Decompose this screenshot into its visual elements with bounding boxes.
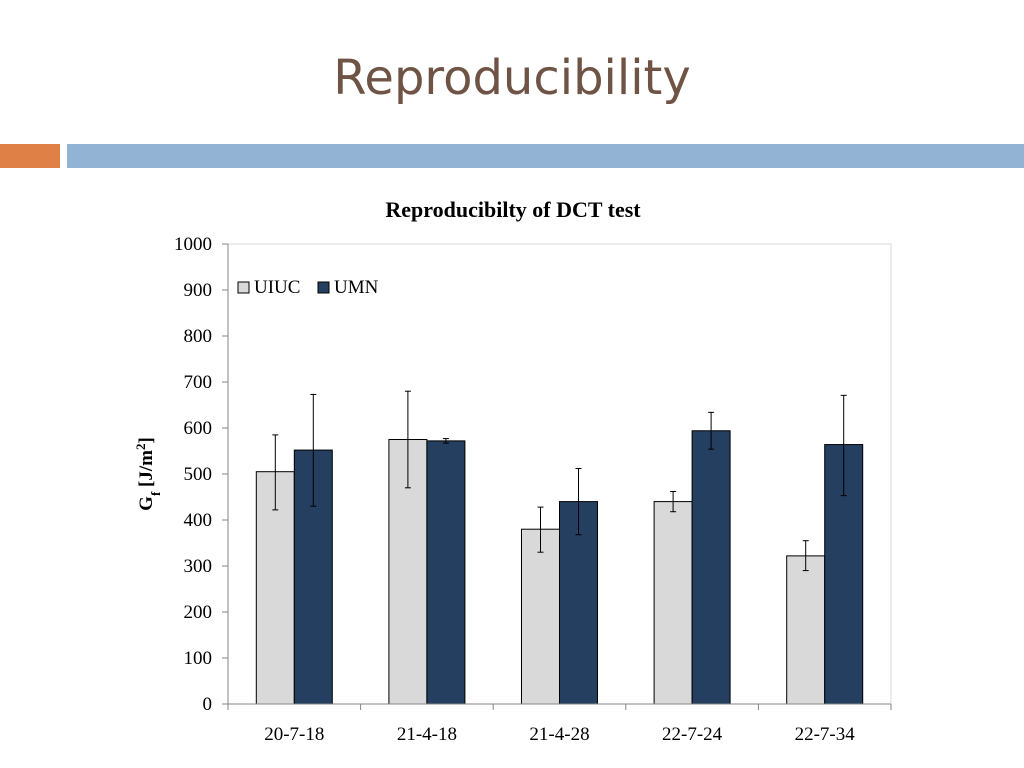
- bar: [653, 501, 693, 705]
- y-axis-label-main: G: [136, 496, 157, 511]
- y-tick-label: 600: [184, 418, 213, 439]
- bar: [786, 555, 826, 705]
- accent-bar-blue: [67, 144, 1024, 168]
- x-tick-label: 20-7-18: [264, 724, 324, 745]
- y-tick-label: 300: [184, 556, 213, 577]
- y-tick-label: 200: [184, 602, 213, 623]
- chart-title: Reproducibilty of DCT test: [385, 197, 641, 222]
- y-tick-label: 700: [184, 372, 213, 393]
- x-tick-label: 21-4-18: [397, 724, 457, 745]
- legend-label: UMN: [334, 277, 379, 298]
- y-tick-label: 0: [203, 694, 213, 715]
- y-axis-label: Gf [J/m2]: [133, 437, 163, 511]
- legend-label: UIUC: [254, 277, 300, 298]
- bar: [426, 440, 466, 705]
- y-tick-label: 400: [184, 510, 213, 531]
- x-tick-label: 22-7-24: [662, 724, 723, 745]
- y-tick-label: 800: [184, 326, 213, 347]
- y-axis-label-sup: 2: [133, 444, 148, 451]
- bars-group: [255, 390, 864, 705]
- accent-bar-orange: [0, 144, 60, 168]
- legend-swatch: [317, 281, 330, 294]
- bar: [559, 501, 598, 705]
- y-axis-label-end: ]: [136, 437, 157, 443]
- y-axis-label-rest: [J/m: [136, 450, 157, 492]
- bar: [521, 528, 560, 705]
- x-tick-label: 22-7-34: [795, 724, 856, 745]
- bar: [691, 430, 731, 705]
- y-axis-ticks: 0 100 200 300 400 500 600 700 800 900 1000: [174, 234, 229, 715]
- x-tick-label: 21-4-28: [529, 724, 589, 745]
- legend-swatch: [237, 281, 250, 294]
- y-tick-label: 500: [184, 464, 213, 485]
- y-tick-label: 900: [184, 280, 213, 301]
- x-axis-ticks: 20-7-18 21-4-18 21-4-28 22-7-24 22-7-34: [227, 703, 892, 745]
- y-tick-label: 1000: [174, 234, 212, 255]
- slide-title: Reproducibility: [333, 50, 691, 106]
- y-tick-label: 100: [184, 648, 213, 669]
- bar: [255, 471, 295, 705]
- y-axis-label-sub: f: [148, 491, 163, 496]
- legend: UIUC UMN: [237, 277, 379, 298]
